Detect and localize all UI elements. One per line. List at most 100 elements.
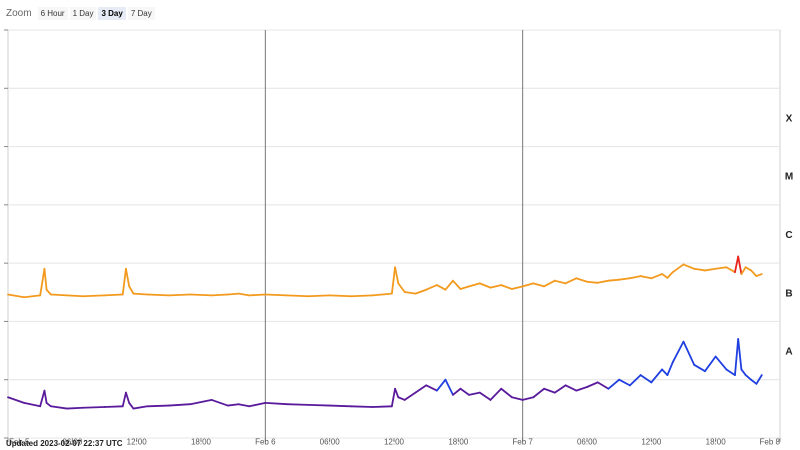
- short-wavelength-line-segment: [734, 338, 740, 376]
- x-tick-label: 18:00: [448, 438, 469, 447]
- short-wavelength-line-segment: [328, 404, 353, 408]
- flare-class-label: A: [785, 347, 792, 358]
- long-wavelength-line-segment: [210, 293, 229, 297]
- long-wavelength-line-segment: [394, 266, 400, 285]
- long-wavelength-line-segment: [248, 293, 267, 297]
- zoom-7-day-button[interactable]: 7 Day: [127, 6, 155, 20]
- long-wavelength-line-segment: [543, 279, 556, 288]
- long-wavelength-line-segment: [478, 282, 492, 289]
- short-wavelength-line-segment: [146, 404, 170, 408]
- long-wavelength-line-segment: [49, 293, 68, 297]
- long-wavelength-line-segment: [744, 266, 752, 272]
- long-wavelength-line-segment: [532, 282, 546, 288]
- x-tick-label: Feb 6: [255, 438, 276, 447]
- long-wavelength-line-segment: [725, 266, 736, 274]
- short-wavelength-line-segment: [350, 405, 374, 408]
- short-wavelength-line-segment: [226, 403, 240, 407]
- long-wavelength-line-segment: [459, 285, 470, 290]
- long-wavelength-line-segment: [307, 294, 331, 298]
- long-wavelength-line-segment: [468, 282, 481, 288]
- short-wavelength-line-segment: [750, 378, 758, 385]
- zoom-1-day-button[interactable]: 1 Day: [69, 6, 97, 20]
- short-wavelength-line-segment: [725, 368, 736, 376]
- short-wavelength-line-segment: [521, 396, 535, 401]
- short-wavelength-line-segment: [45, 402, 52, 408]
- long-wavelength-line-segment: [45, 288, 52, 296]
- flare-class-label: B: [785, 288, 792, 299]
- short-wavelength-line-segment: [390, 387, 396, 408]
- zoom-bar: Zoom 6 Hour 1 Day 3 Day 7 Day: [6, 4, 155, 22]
- long-wavelength-line-segment: [500, 284, 513, 290]
- short-wavelength-line-segment: [43, 389, 48, 404]
- long-wavelength-line-segment: [737, 255, 743, 275]
- short-wavelength-line-segment: [23, 402, 42, 408]
- long-wavelength-line-segment: [128, 285, 135, 295]
- long-wavelength-line-segment: [511, 285, 524, 290]
- long-wavelength-line-segment: [237, 292, 251, 297]
- long-wavelength-line-segment: [734, 255, 740, 274]
- long-wavelength-line-segment: [671, 263, 685, 274]
- long-wavelength-line-segment: [121, 267, 127, 296]
- long-wavelength-line-segment: [444, 279, 454, 291]
- long-wavelength-line-segment: [740, 266, 747, 275]
- zoom-6-hour-button[interactable]: 6 Hour: [37, 6, 68, 20]
- long-wavelength-line-segment: [167, 293, 192, 297]
- short-wavelength-line-segment: [132, 405, 149, 410]
- x-tick-label: 12:00: [127, 438, 148, 447]
- x-tick-label: 18:00: [706, 438, 727, 447]
- short-wavelength-line-segment: [511, 396, 524, 401]
- short-wavelength-line-segment: [740, 368, 747, 376]
- long-wavelength-line-segment: [414, 288, 428, 295]
- long-wavelength-line-segment: [628, 275, 642, 280]
- updated-timestamp: Updated 2023-02-07 22:37 UTC: [6, 439, 123, 448]
- short-wavelength-line-segment: [39, 389, 46, 408]
- zoom-3-day-button[interactable]: 3 Day: [98, 6, 126, 20]
- long-wavelength-line-segment: [452, 279, 462, 290]
- long-wavelength-line-segment: [607, 278, 621, 282]
- short-wavelength-line-segment: [210, 399, 229, 407]
- zoom-label: Zoom: [6, 7, 32, 19]
- flare-class-label: C: [785, 230, 792, 241]
- short-wavelength-line-segment: [452, 387, 462, 396]
- short-wavelength-line-segment: [671, 340, 685, 364]
- long-wavelength-line-segment: [328, 294, 353, 298]
- short-wavelength-line-segment: [425, 384, 438, 392]
- long-wavelength-line-segment: [714, 266, 728, 270]
- short-wavelength-line-segment: [397, 396, 406, 401]
- short-wavelength-line-segment: [82, 406, 106, 409]
- short-wavelength-line-segment: [459, 387, 470, 396]
- long-wavelength-line-segment: [666, 271, 674, 279]
- short-wavelength-line-segment: [128, 402, 135, 410]
- long-wavelength-line-segment: [750, 269, 758, 277]
- long-wavelength-line-segment: [435, 284, 447, 291]
- short-wavelength-line-segment: [553, 384, 567, 394]
- long-wavelength-line-segment: [596, 279, 610, 284]
- short-wavelength-line-segment: [414, 384, 428, 394]
- short-wavelength-line-segment: [237, 403, 251, 408]
- long-wavelength-line-segment: [146, 293, 170, 297]
- long-wavelength-line-segment: [43, 267, 48, 291]
- long-wavelength-line-segment: [132, 292, 149, 296]
- short-wavelength-line-segment: [714, 355, 728, 371]
- long-wavelength-line-segment: [350, 294, 374, 298]
- long-wavelength-line-segment: [403, 291, 417, 295]
- x-tick-label: 12:00: [384, 438, 405, 447]
- long-wavelength-line-segment: [682, 263, 696, 270]
- short-wavelength-line-segment: [704, 355, 717, 373]
- short-wavelength-line-segment: [285, 403, 310, 406]
- plot-frame: [7, 29, 781, 439]
- short-wavelength-line-segment: [468, 391, 481, 396]
- long-wavelength-line-segment: [264, 293, 288, 297]
- long-wavelength-line-segment: [564, 277, 578, 285]
- short-wavelength-line-segment: [167, 403, 192, 407]
- long-wavelength-line-segment: [82, 294, 106, 298]
- short-wavelength-line-segment: [49, 405, 68, 410]
- long-wavelength-line-segment: [103, 293, 124, 297]
- short-wavelength-line-segment: [586, 381, 599, 388]
- long-wavelength-line-segment: [575, 277, 588, 283]
- short-wavelength-line-segment: [628, 374, 642, 387]
- long-wavelength-line-segment: [226, 292, 240, 296]
- short-wavelength-line-segment: [125, 391, 131, 404]
- short-wavelength-line-segment: [596, 381, 610, 390]
